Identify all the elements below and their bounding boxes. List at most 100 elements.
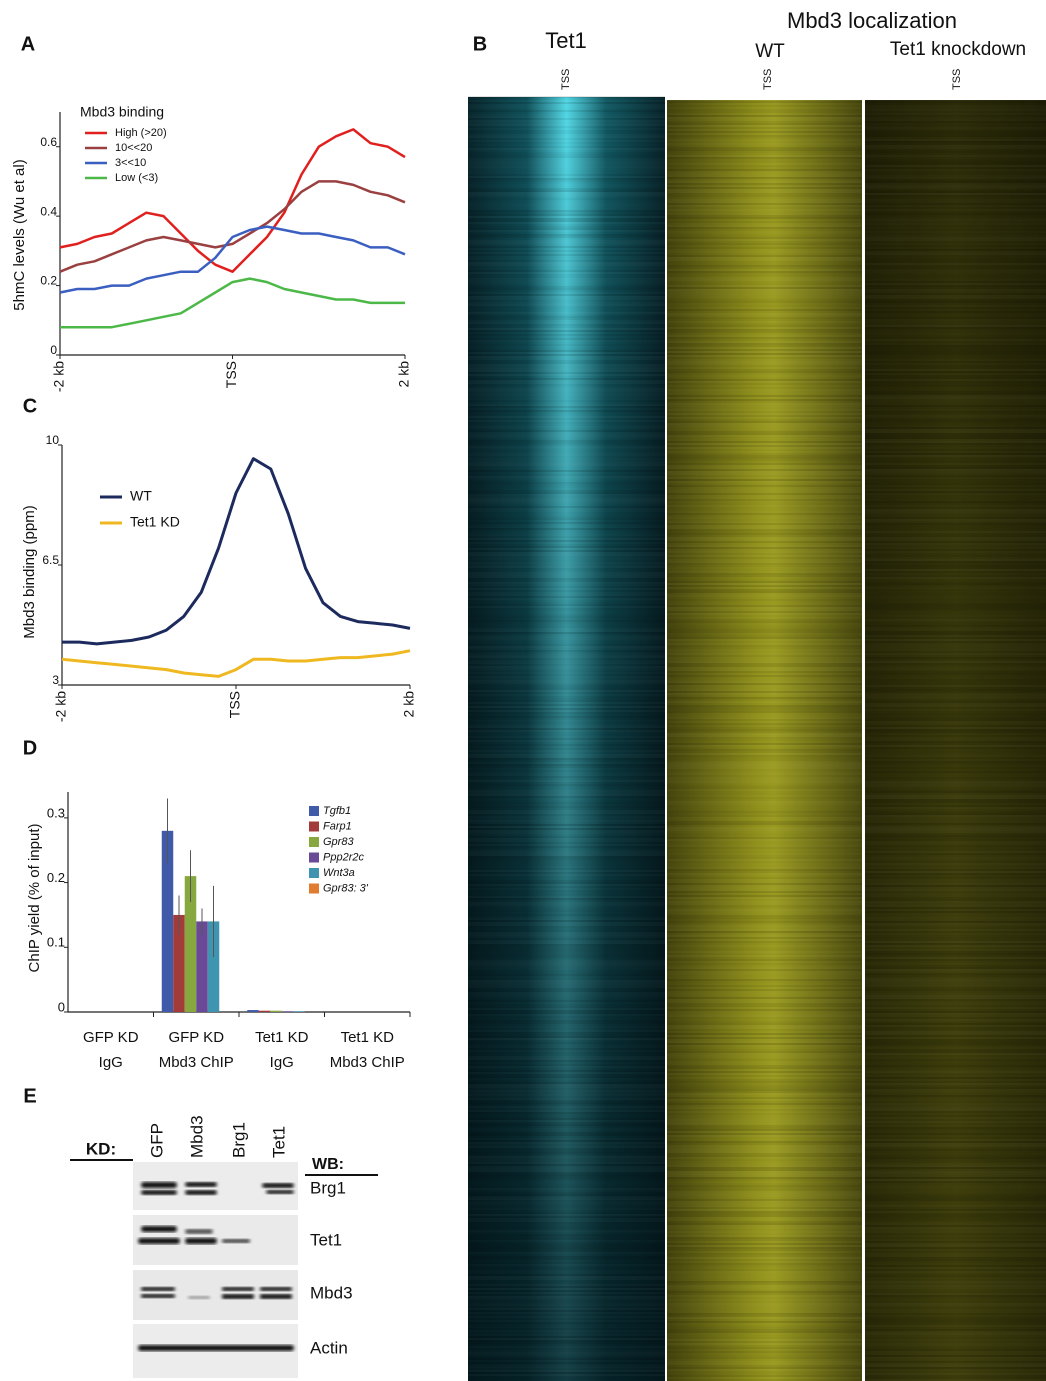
band bbox=[260, 1287, 292, 1291]
bar bbox=[270, 1011, 282, 1012]
band bbox=[185, 1238, 217, 1244]
band bbox=[188, 1296, 210, 1299]
legend-label: WT bbox=[130, 488, 152, 504]
bar bbox=[259, 1011, 271, 1012]
x-tick-label: Tet1 KD bbox=[341, 1029, 395, 1046]
legend-label: Gpr83: 3' bbox=[323, 882, 369, 894]
x-tick-label: Tet1 KD bbox=[255, 1029, 309, 1046]
legend-label: Tet1 KD bbox=[130, 514, 180, 530]
blot-label: Actin bbox=[310, 1338, 348, 1357]
band bbox=[260, 1294, 292, 1299]
legend-label: 10<<20 bbox=[115, 142, 152, 154]
y-tick-label: 0 bbox=[58, 999, 65, 1014]
lane-label: GFP bbox=[147, 1123, 166, 1158]
bar bbox=[293, 1011, 305, 1012]
lane-label: Tet1 bbox=[269, 1126, 288, 1158]
band bbox=[222, 1287, 254, 1291]
legend-label: 3<<10 bbox=[115, 157, 146, 169]
y-tick-label: 0.6 bbox=[40, 135, 57, 149]
tss-marker: TSS bbox=[560, 69, 572, 90]
y-axis-label: Mbd3 binding (ppm) bbox=[21, 505, 38, 638]
legend-swatch bbox=[309, 884, 319, 894]
lane-label: Brg1 bbox=[229, 1122, 248, 1158]
blot-label: Mbd3 bbox=[310, 1283, 353, 1302]
band bbox=[141, 1226, 177, 1232]
heatmap-column-label: WT bbox=[755, 41, 785, 62]
heatmap bbox=[468, 97, 1046, 1381]
legend-title: Mbd3 binding bbox=[80, 104, 164, 120]
x-tick-label: GFP KD bbox=[83, 1029, 139, 1046]
legend-label: Low (<3) bbox=[115, 172, 158, 184]
kd-label: KD: bbox=[86, 1139, 116, 1158]
y-tick-label: 3 bbox=[52, 673, 59, 687]
legend-label: High (>20) bbox=[115, 127, 167, 139]
bar bbox=[282, 1011, 294, 1012]
y-tick-label: 0.2 bbox=[47, 870, 65, 885]
y-tick-label: 0.1 bbox=[47, 935, 65, 950]
y-tick-label: 0.3 bbox=[47, 805, 65, 820]
band bbox=[185, 1182, 217, 1187]
x-tick-label: TSS bbox=[223, 361, 239, 388]
x-tick-label: 2 kb bbox=[401, 691, 417, 718]
y-tick-label: 0 bbox=[50, 343, 57, 357]
legend-label: Tgfb1 bbox=[323, 805, 351, 817]
x-tick-label: IgG bbox=[270, 1054, 294, 1071]
y-axis-label: ChIP yield (% of input) bbox=[26, 824, 43, 973]
tss-marker: TSS bbox=[951, 69, 963, 90]
figure: A B C D E Mbd3 localization Tet1 WT Tet1 knockdo… bbox=[0, 0, 1046, 1381]
panel-label: D bbox=[23, 737, 37, 759]
band bbox=[141, 1182, 177, 1188]
axis bbox=[68, 792, 410, 1012]
legend-label: Ppp2r2c bbox=[323, 851, 364, 863]
panel-label: A bbox=[21, 33, 35, 55]
wb-label: WB: bbox=[312, 1156, 344, 1173]
heatmap-column-label: Tet1 bbox=[545, 28, 587, 53]
panel-label: C bbox=[23, 395, 37, 417]
band bbox=[138, 1238, 180, 1244]
legend-label: Wnt3a bbox=[323, 867, 355, 879]
y-tick-label: 10 bbox=[46, 433, 60, 447]
heatmap-column-label: Tet1 knockdown bbox=[890, 39, 1026, 60]
x-tick-label: -2 kb bbox=[51, 361, 67, 392]
legend-label: Gpr83 bbox=[323, 836, 354, 848]
bar bbox=[247, 1010, 259, 1012]
line bbox=[62, 459, 410, 644]
legend-swatch bbox=[309, 806, 319, 816]
legend-swatch bbox=[309, 868, 319, 878]
bar bbox=[196, 921, 208, 1012]
heatmap-title: Mbd3 localization bbox=[787, 8, 957, 33]
band bbox=[141, 1294, 175, 1298]
legend-swatch bbox=[309, 853, 319, 863]
x-tick-label: Mbd3 ChIP bbox=[330, 1054, 405, 1071]
band bbox=[141, 1190, 177, 1195]
x-tick-label: IgG bbox=[99, 1054, 123, 1071]
band bbox=[141, 1287, 175, 1291]
y-tick-label: 0.2 bbox=[40, 274, 57, 288]
band bbox=[185, 1229, 213, 1234]
legend-swatch bbox=[309, 822, 319, 832]
band bbox=[138, 1345, 294, 1351]
band bbox=[185, 1190, 217, 1195]
panel-label: B bbox=[473, 33, 487, 55]
band bbox=[222, 1294, 254, 1299]
x-tick-label: TSS bbox=[227, 691, 243, 718]
x-tick-label: 2 kb bbox=[396, 361, 412, 388]
legend-label: Farp1 bbox=[323, 820, 352, 832]
lane-label: Mbd3 bbox=[187, 1115, 206, 1158]
blot-label: Tet1 bbox=[310, 1230, 342, 1249]
x-tick-label: Mbd3 ChIP bbox=[159, 1054, 234, 1071]
line bbox=[62, 651, 410, 677]
blot-label: Brg1 bbox=[310, 1178, 346, 1197]
band bbox=[222, 1239, 250, 1243]
y-axis-label: 5hmC levels (Wu et al) bbox=[11, 159, 28, 310]
panel-label: E bbox=[23, 1085, 36, 1107]
page: { "panel_labels": ["A", "B", "C", "D", "… bbox=[0, 0, 1046, 1381]
axis bbox=[62, 445, 410, 685]
line bbox=[60, 181, 405, 271]
band bbox=[262, 1183, 294, 1188]
x-tick-label: GFP KD bbox=[168, 1029, 224, 1046]
legend-swatch bbox=[309, 837, 319, 847]
line bbox=[60, 129, 405, 271]
band bbox=[266, 1190, 294, 1194]
y-tick-label: 6.5 bbox=[42, 553, 59, 567]
